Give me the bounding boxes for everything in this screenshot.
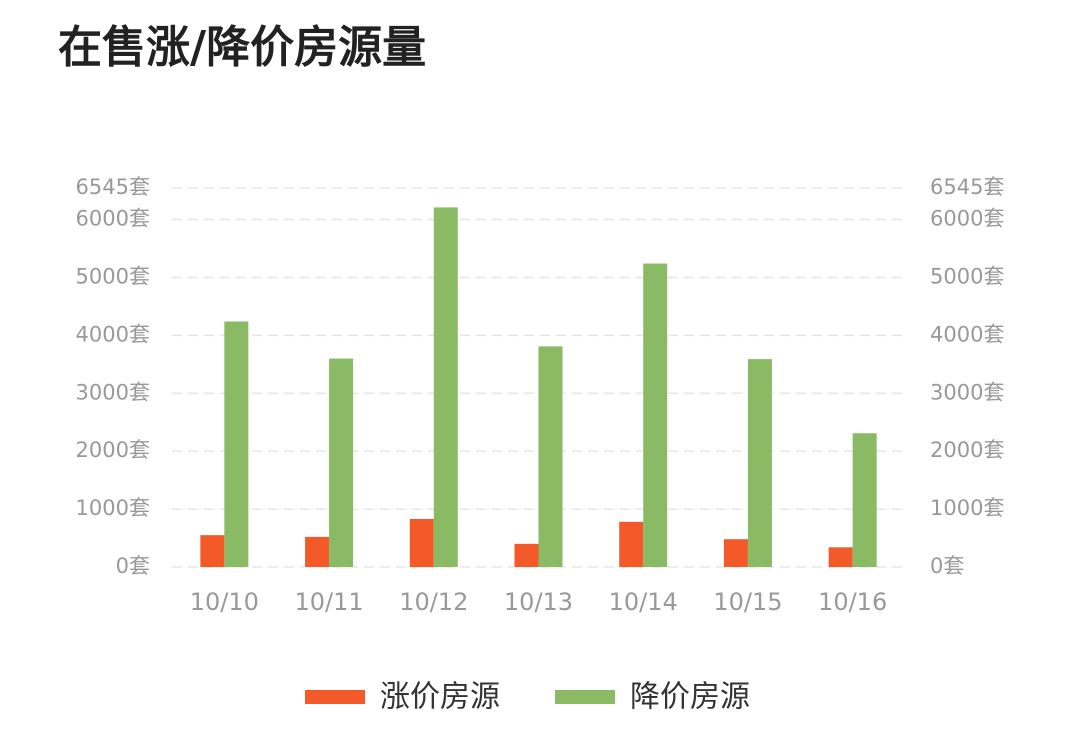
legend-label: 涨价房源 xyxy=(380,680,500,715)
bar xyxy=(329,358,354,567)
x-tick-label: 10/14 xyxy=(609,588,678,616)
bar xyxy=(828,547,853,567)
y-tick-label: 1000套 xyxy=(76,496,150,520)
bar xyxy=(224,321,249,567)
bar xyxy=(747,359,772,567)
bar xyxy=(723,539,748,567)
y2-tick-label: 6000套 xyxy=(930,207,1004,231)
legend-swatch xyxy=(555,690,615,704)
x-tick-label: 10/12 xyxy=(399,588,468,616)
x-tick-label: 10/10 xyxy=(190,588,259,616)
bar xyxy=(538,346,563,567)
y-tick-label: 4000套 xyxy=(76,322,150,346)
x-tick-label: 10/13 xyxy=(504,588,573,616)
chart-title: 在售涨/降价房源量 xyxy=(58,22,426,73)
y2-tick-label: 2000套 xyxy=(930,438,1004,462)
x-tick-label: 10/15 xyxy=(713,588,782,616)
bar xyxy=(514,543,539,567)
legend-swatch xyxy=(305,690,365,704)
y2-tick-label: 4000套 xyxy=(930,322,1004,346)
y-tick-label: 5000套 xyxy=(76,264,150,288)
bar xyxy=(409,518,434,567)
legend-label: 降价房源 xyxy=(630,680,750,715)
y-tick-label: 6545套 xyxy=(76,175,150,199)
y2-tick-label: 1000套 xyxy=(930,496,1004,520)
y-tick-label: 2000套 xyxy=(76,438,150,462)
x-tick-label: 10/11 xyxy=(294,588,363,616)
bar xyxy=(852,433,877,567)
y2-tick-label: 0套 xyxy=(930,554,964,578)
y-tick-label: 3000套 xyxy=(76,380,150,404)
x-tick-label: 10/16 xyxy=(818,588,887,616)
y-tick-label: 6000套 xyxy=(76,207,150,231)
y2-tick-label: 5000套 xyxy=(930,264,1004,288)
y2-tick-label: 6545套 xyxy=(930,175,1004,199)
y2-tick-label: 3000套 xyxy=(930,380,1004,404)
bar xyxy=(305,536,330,567)
bar xyxy=(619,521,644,567)
bar xyxy=(643,263,668,567)
y-tick-label: 0套 xyxy=(116,554,150,578)
bar xyxy=(433,207,458,567)
bar xyxy=(200,535,225,567)
